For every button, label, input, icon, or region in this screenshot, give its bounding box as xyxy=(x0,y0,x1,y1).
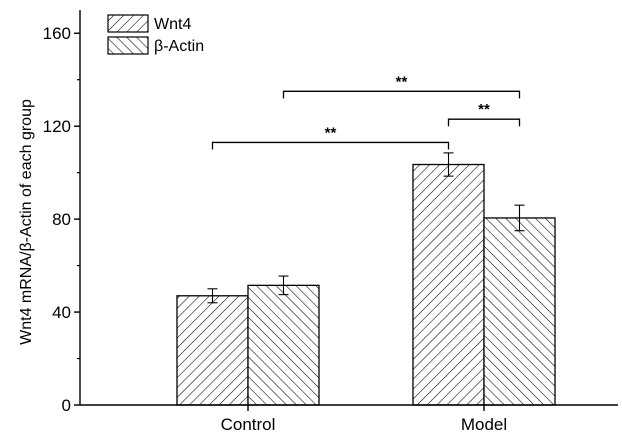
legend-label: Wnt4 xyxy=(154,16,191,33)
y-tick-label: 40 xyxy=(52,303,71,322)
y-tick-label: 160 xyxy=(43,24,71,43)
significance-label: ** xyxy=(325,124,337,141)
x-tick-label: Model xyxy=(461,415,507,434)
legend-label: β-Actin xyxy=(154,38,204,55)
y-axis-label: Wnt4 mRNA/β-Actin of each group xyxy=(18,99,35,345)
legend-swatch xyxy=(107,36,149,55)
significance-label: ** xyxy=(396,73,408,90)
bars-group xyxy=(176,163,556,406)
x-tick-label: Control xyxy=(221,415,276,434)
bar xyxy=(176,295,249,406)
bar xyxy=(483,217,556,406)
y-tick-label: 80 xyxy=(52,210,71,229)
significance-bracket xyxy=(282,90,521,99)
error-bars-group xyxy=(207,152,525,304)
y-ticks-group: 0 40 80 120 160 xyxy=(43,24,80,415)
bar xyxy=(247,284,320,406)
significance-bracket xyxy=(447,118,521,127)
y-tick-label: 120 xyxy=(43,117,71,136)
legend-swatch xyxy=(107,14,149,33)
bar xyxy=(412,163,485,406)
legend: Wnt4 β-Actin xyxy=(107,14,204,55)
x-ticks-group: Control Model xyxy=(221,405,507,434)
significance-bracket xyxy=(211,141,450,150)
y-tick-label: 0 xyxy=(62,396,71,415)
significance-label: ** xyxy=(478,101,490,118)
axes-group: 0 40 80 120 160 Control Model xyxy=(43,10,618,434)
significance-group: ** ** ** xyxy=(211,73,521,150)
